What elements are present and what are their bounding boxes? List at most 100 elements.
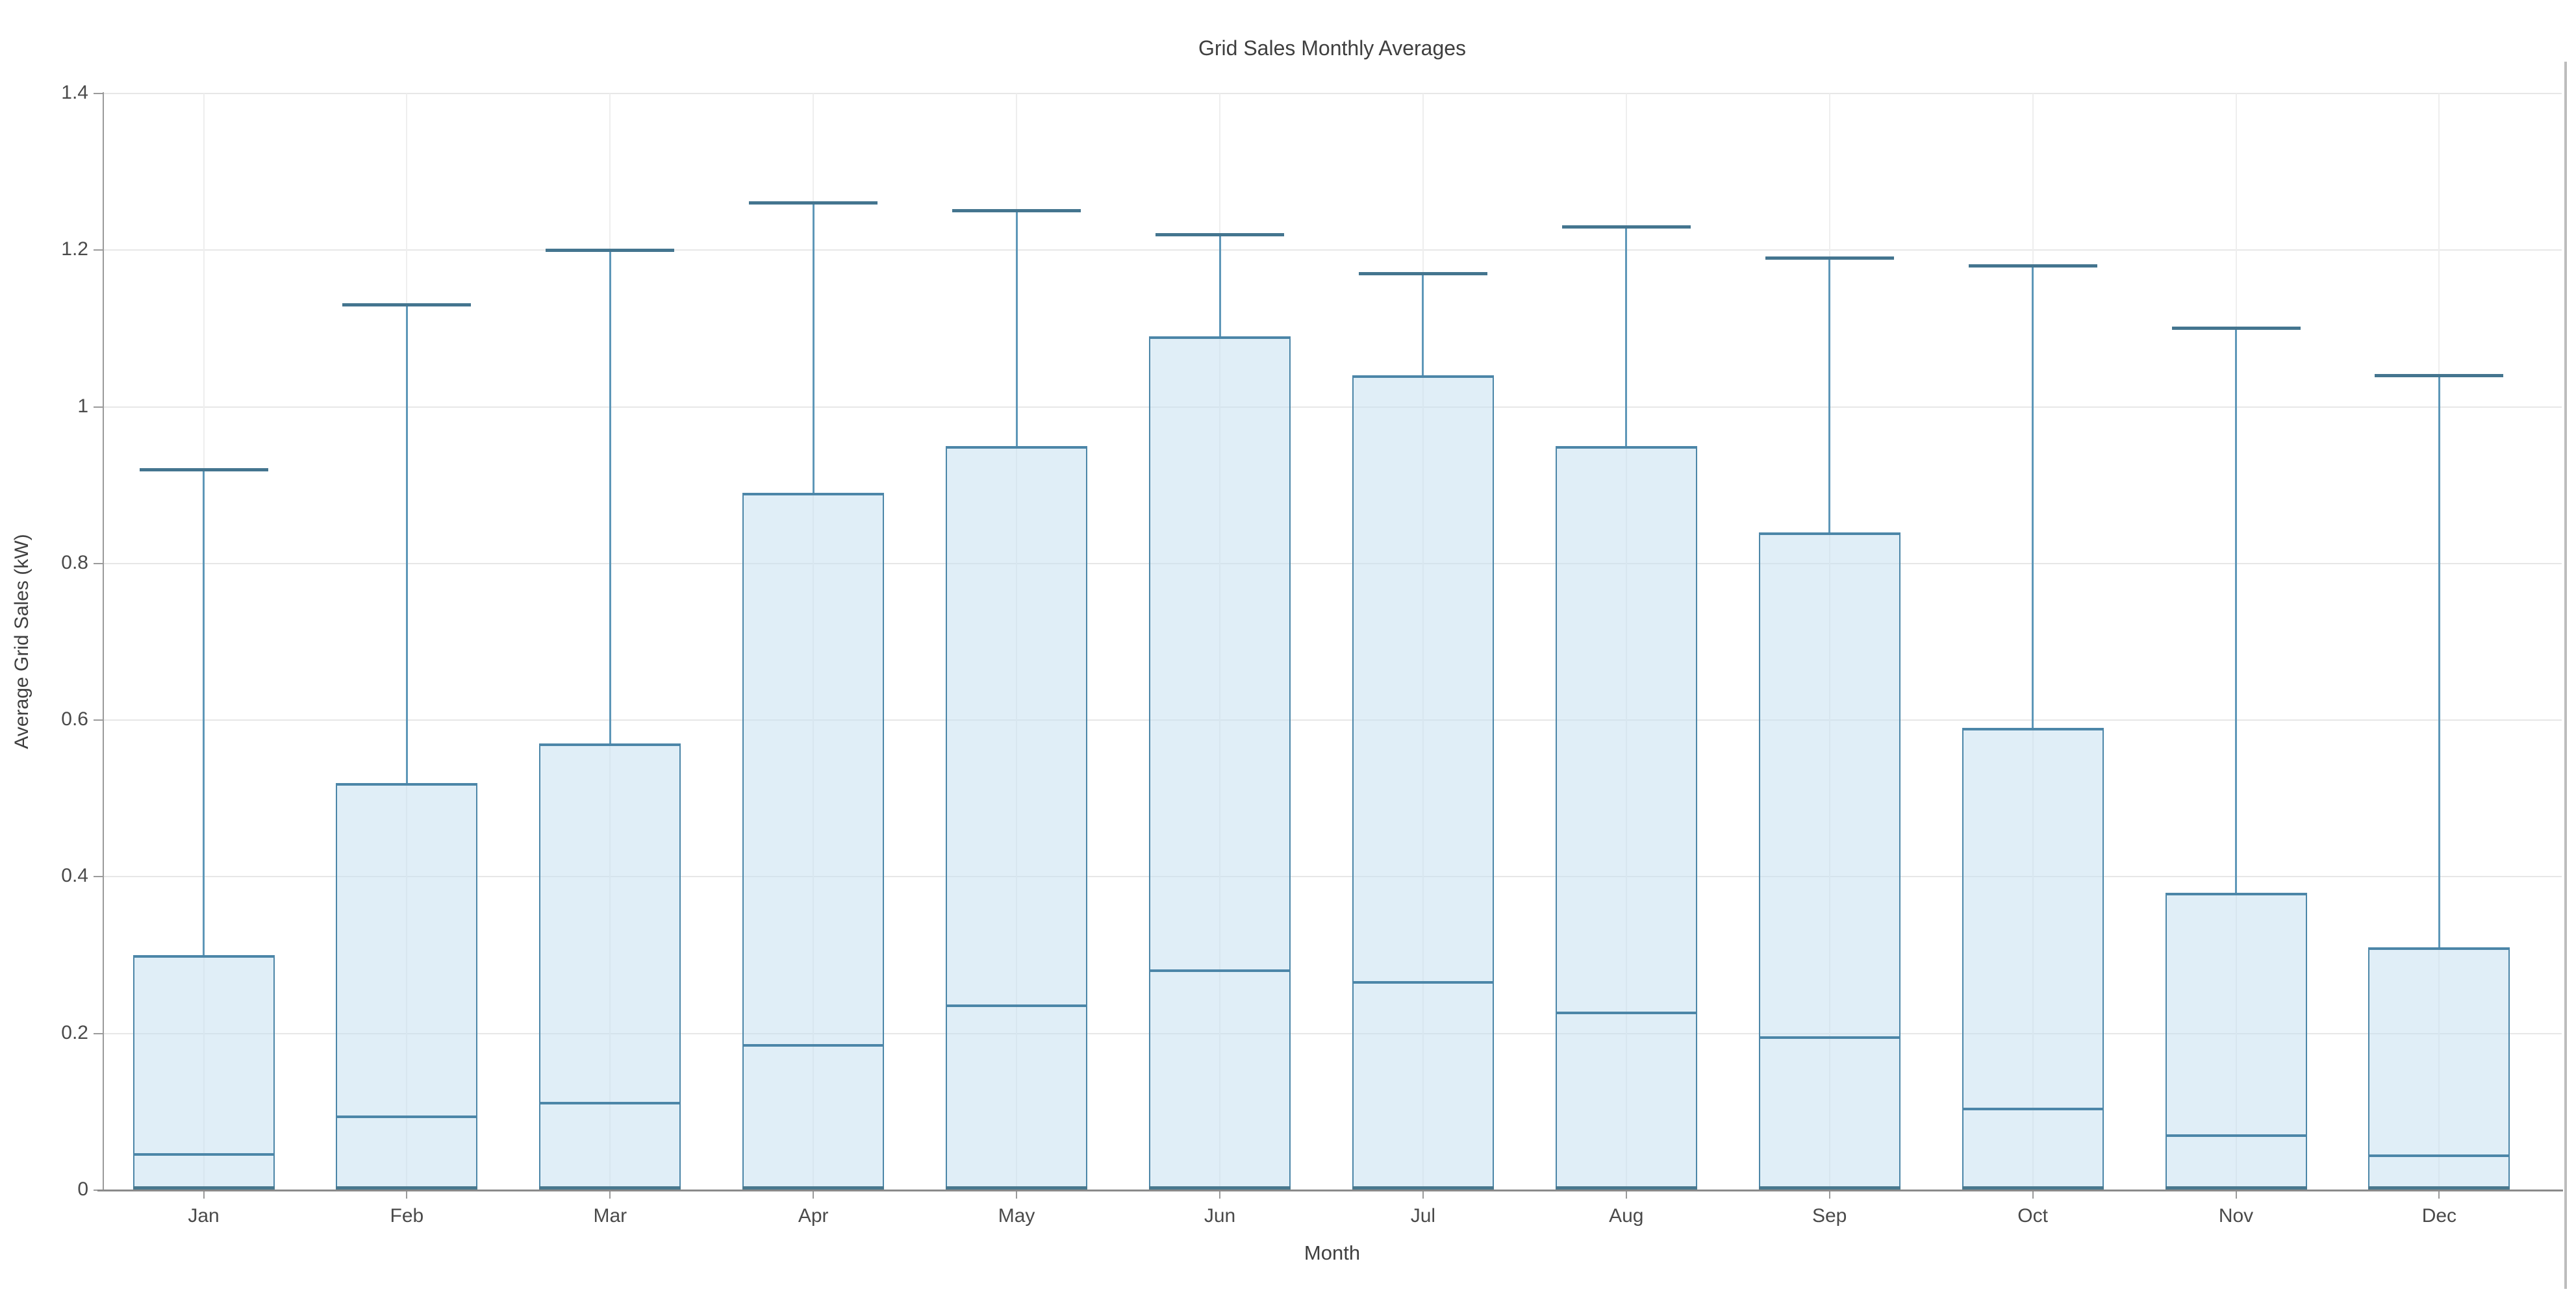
bar-aug[interactable] <box>1555 445 1697 1190</box>
whisker-cap <box>1765 256 1894 260</box>
whisker-line <box>1828 258 1831 532</box>
x-tick-mark <box>1219 1190 1220 1199</box>
x-tick-label: Feb <box>390 1205 424 1227</box>
bar-bottom-line <box>1149 1186 1291 1190</box>
y-tick-mark <box>94 719 103 721</box>
y-tick-mark <box>94 249 103 251</box>
bar-bottom-line <box>1758 1186 1900 1190</box>
bar-bottom-line <box>742 1186 885 1190</box>
x-tick-mark <box>1016 1190 1018 1199</box>
whisker-cap <box>139 467 268 471</box>
x-tick-label: Nov <box>2218 1205 2254 1227</box>
y-tick-label: 0.2 <box>61 1021 88 1043</box>
chart-title: Grid Sales Monthly Averages <box>1198 36 1467 60</box>
median-line <box>1352 981 1494 984</box>
x-tick-label: Dec <box>2421 1205 2457 1227</box>
x-tick-label: Oct <box>2017 1205 2048 1227</box>
right-edge-line <box>2564 62 2567 1289</box>
whisker-cap <box>1358 271 1487 275</box>
y-tick-mark <box>94 876 103 878</box>
x-tick-mark <box>1828 1190 1830 1199</box>
median-line <box>1149 969 1291 973</box>
median-line <box>133 1153 275 1156</box>
whisker-cap <box>546 248 675 252</box>
median-line <box>2368 1154 2510 1157</box>
bar-bottom-line <box>539 1186 681 1190</box>
bar-bottom-line <box>336 1186 478 1190</box>
bar-jun[interactable] <box>1149 336 1291 1190</box>
whisker-cap <box>952 209 1081 213</box>
whisker-line <box>1015 210 1018 446</box>
x-tick-mark <box>2235 1190 2237 1199</box>
h-gridline <box>103 562 2562 564</box>
median-line <box>1555 1012 1697 1015</box>
median-line <box>539 1102 681 1105</box>
whisker-line <box>2438 375 2440 947</box>
x-tick-label: Jan <box>188 1205 220 1227</box>
h-gridline <box>103 93 2562 94</box>
median-line <box>1758 1036 1900 1039</box>
x-tick-mark <box>203 1190 205 1199</box>
whisker-cap <box>2375 373 2504 377</box>
x-tick-label: Aug <box>1609 1205 1644 1227</box>
bar-bottom-line <box>1352 1186 1494 1190</box>
whisker-line <box>1219 234 1221 336</box>
x-tick-label: May <box>998 1205 1035 1227</box>
whisker-cap <box>2171 327 2301 330</box>
bar-nov[interactable] <box>2165 892 2307 1190</box>
y-tick-mark <box>94 562 103 564</box>
whisker-cap <box>1155 232 1284 236</box>
h-gridline <box>103 406 2562 408</box>
bar-bottom-line <box>1555 1186 1697 1190</box>
x-tick-mark <box>1422 1190 1424 1199</box>
y-tick-label: 1 <box>77 395 88 417</box>
y-tick-mark <box>94 406 103 408</box>
whisker-line <box>405 305 408 783</box>
bar-bottom-line <box>2368 1186 2510 1190</box>
y-tick-label: 0.4 <box>61 865 88 887</box>
whisker-cap <box>342 303 472 307</box>
h-gridline <box>103 249 2562 251</box>
y-tick-label: 1.2 <box>61 238 88 260</box>
bar-jan[interactable] <box>133 955 275 1190</box>
whisker-cap <box>1561 225 1691 229</box>
x-tick-label: Apr <box>798 1205 829 1227</box>
median-line <box>2165 1134 2307 1137</box>
y-tick-mark <box>94 1032 103 1034</box>
x-tick-mark <box>813 1190 814 1199</box>
x-tick-label: Sep <box>1812 1205 1847 1227</box>
bar-oct[interactable] <box>1962 728 2104 1190</box>
whisker-line <box>1422 273 1424 376</box>
bar-apr[interactable] <box>742 493 885 1190</box>
whisker-line <box>2235 328 2237 893</box>
median-line <box>336 1115 478 1118</box>
h-gridline <box>103 876 2562 878</box>
whisker-line <box>203 469 205 956</box>
bar-mar[interactable] <box>539 743 681 1190</box>
x-tick-mark <box>2438 1190 2440 1199</box>
median-line <box>742 1043 885 1047</box>
bar-bottom-line <box>946 1186 1088 1190</box>
x-tick-label: Jul <box>1410 1205 1436 1227</box>
y-tick-label: 1.4 <box>61 82 88 103</box>
y-axis-line <box>103 92 104 1191</box>
y-tick-mark <box>94 93 103 94</box>
y-tick-label: 0.6 <box>61 708 88 730</box>
bar-jul[interactable] <box>1352 375 1494 1190</box>
bar-may[interactable] <box>946 445 1088 1190</box>
x-tick-label: Mar <box>593 1205 627 1227</box>
y-tick-label: 0.8 <box>61 551 88 573</box>
h-gridline <box>103 1032 2562 1034</box>
x-tick-mark <box>609 1190 611 1199</box>
median-line <box>1962 1107 2104 1110</box>
bar-bottom-line <box>2165 1186 2307 1190</box>
whisker-line <box>2032 266 2034 729</box>
x-tick-mark <box>406 1190 408 1199</box>
x-tick-label: Jun <box>1204 1205 1236 1227</box>
x-tick-mark <box>1625 1190 1627 1199</box>
bar-sep[interactable] <box>1758 532 1900 1190</box>
y-tick-label: 0 <box>77 1178 88 1200</box>
bar-dec[interactable] <box>2368 947 2510 1190</box>
bar-feb[interactable] <box>336 782 478 1190</box>
